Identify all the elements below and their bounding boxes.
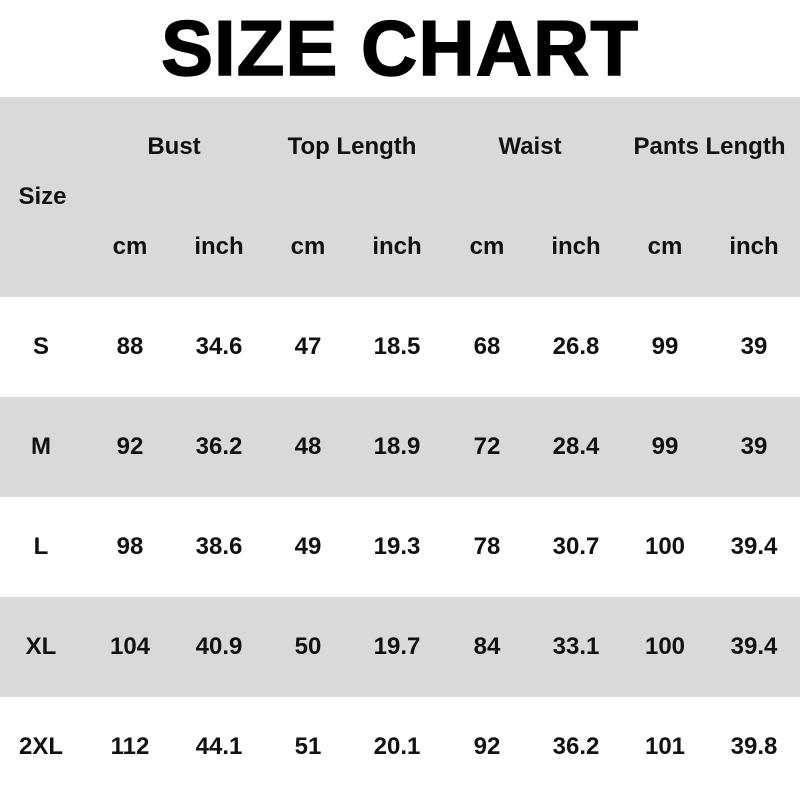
value-cell: 98 — [116, 533, 144, 560]
unit-header: inch — [551, 233, 601, 260]
value-cell: 39 — [740, 433, 768, 460]
value-cell: 26.8 — [552, 333, 600, 360]
value-cell: 30.7 — [552, 533, 600, 560]
value-cell: 39.4 — [730, 533, 778, 560]
table-row: 2XL 112 44.1 51 20.1 92 36.2 101 39.8 — [0, 697, 800, 800]
value-cell: 39.8 — [730, 733, 778, 760]
group-header-bust: Bust — [147, 133, 201, 160]
value-cell: 51 — [294, 733, 322, 760]
value-cell: 20.1 — [373, 733, 421, 760]
table-header: Size Bust Top Length Waist Pants Length … — [0, 97, 800, 297]
value-cell: 92 — [116, 433, 144, 460]
size-cell: 2XL — [18, 733, 63, 760]
table-row: S 88 34.6 47 18.5 68 26.8 99 39 — [0, 297, 800, 397]
page-title: SIZE CHART — [160, 3, 639, 93]
group-header-pants-length: Pants Length — [633, 133, 786, 160]
value-cell: 48 — [294, 433, 322, 460]
value-cell: 39 — [740, 333, 768, 360]
value-cell: 34.6 — [195, 333, 243, 360]
value-cell: 33.1 — [552, 633, 600, 660]
unit-header: cm — [290, 233, 326, 260]
value-cell: 40.9 — [195, 633, 243, 660]
value-cell: 44.1 — [195, 733, 243, 760]
unit-header: inch — [729, 233, 779, 260]
unit-header: inch — [194, 233, 244, 260]
value-cell: 88 — [116, 333, 144, 360]
value-cell: 36.2 — [195, 433, 243, 460]
size-cell: S — [32, 333, 49, 360]
value-cell: 100 — [644, 633, 686, 660]
value-cell: 18.5 — [373, 333, 421, 360]
value-cell: 18.9 — [373, 433, 421, 460]
value-cell: 38.6 — [195, 533, 243, 560]
value-cell: 92 — [473, 733, 501, 760]
value-cell: 19.3 — [373, 533, 421, 560]
size-column-header: Size — [18, 183, 67, 210]
size-cell: XL — [25, 633, 57, 660]
value-cell: 78 — [473, 533, 501, 560]
unit-header: cm — [469, 233, 505, 260]
value-cell: 68 — [473, 333, 501, 360]
value-cell: 49 — [294, 533, 322, 560]
unit-header: cm — [647, 233, 683, 260]
value-cell: 112 — [110, 733, 150, 760]
value-cell: 39.4 — [730, 633, 778, 660]
table-row: XL 104 40.9 50 19.7 84 33.1 100 39.4 — [0, 597, 800, 697]
value-cell: 36.2 — [552, 733, 600, 760]
value-cell: 99 — [651, 333, 679, 360]
value-cell: 72 — [473, 433, 501, 460]
value-cell: 101 — [644, 733, 686, 760]
table-row: L 98 38.6 49 19.3 78 30.7 100 39.4 — [0, 497, 800, 597]
value-cell: 84 — [473, 633, 501, 660]
value-cell: 47 — [294, 333, 322, 360]
value-cell: 104 — [109, 633, 151, 660]
size-cell: M — [31, 433, 51, 460]
value-cell: 99 — [651, 433, 679, 460]
unit-header: cm — [112, 233, 148, 260]
size-cell: L — [33, 533, 49, 560]
value-cell: 50 — [294, 633, 322, 660]
value-cell: 100 — [644, 533, 686, 560]
group-header-top-length: Top Length — [287, 133, 417, 160]
value-cell: 19.7 — [373, 633, 421, 660]
value-cell: 28.4 — [552, 433, 600, 460]
group-header-waist: Waist — [498, 133, 562, 160]
unit-header: inch — [372, 233, 422, 260]
table-row: M 92 36.2 48 18.9 72 28.4 99 39 — [0, 397, 800, 497]
